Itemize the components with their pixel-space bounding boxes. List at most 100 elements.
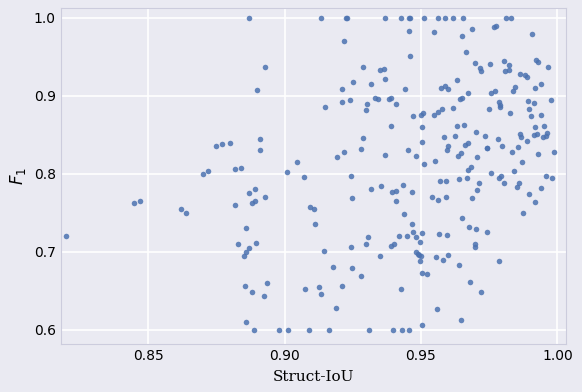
Point	[413, 251, 423, 258]
Point	[399, 211, 408, 218]
Point	[526, 113, 535, 120]
Point	[441, 82, 450, 89]
Point	[509, 168, 519, 174]
Point	[364, 327, 374, 333]
Point	[527, 31, 537, 38]
Point	[443, 143, 453, 149]
Point	[470, 60, 480, 67]
Point	[416, 258, 425, 264]
Point	[404, 15, 414, 21]
Point	[259, 293, 268, 299]
Point	[406, 53, 415, 59]
Point	[517, 134, 526, 140]
Point	[389, 241, 398, 247]
Point	[495, 102, 505, 108]
Point	[304, 327, 314, 333]
Point	[533, 131, 542, 137]
Point	[436, 85, 446, 91]
Point	[430, 158, 439, 164]
Point	[463, 140, 473, 147]
Point	[440, 15, 449, 21]
Point	[414, 252, 424, 258]
Point	[505, 67, 514, 73]
Point	[417, 270, 427, 276]
Point	[495, 175, 504, 181]
Point	[320, 103, 329, 110]
Point	[482, 145, 492, 151]
Point	[536, 185, 545, 191]
Point	[441, 178, 450, 184]
Point	[346, 173, 356, 179]
Point	[384, 96, 393, 102]
Point	[491, 23, 500, 29]
Point	[531, 56, 541, 63]
Point	[176, 206, 186, 212]
Point	[485, 61, 494, 67]
Point	[339, 149, 349, 155]
Point	[347, 195, 356, 201]
Point	[493, 136, 502, 142]
Point	[456, 317, 466, 323]
Point	[494, 99, 503, 105]
Point	[367, 81, 376, 87]
Point	[434, 197, 443, 203]
Point	[418, 230, 427, 236]
Point	[217, 141, 226, 147]
Point	[239, 252, 249, 259]
Point	[477, 68, 486, 74]
Point	[411, 249, 420, 255]
Point	[460, 122, 469, 128]
Point	[536, 80, 545, 87]
Point	[373, 96, 382, 102]
Point	[498, 143, 507, 149]
Point	[338, 99, 347, 105]
Point	[358, 134, 367, 141]
Point	[415, 238, 424, 245]
Point	[531, 199, 540, 205]
Point	[483, 229, 492, 235]
Point	[438, 256, 448, 263]
Point	[486, 90, 495, 96]
Point	[541, 173, 551, 180]
Point	[467, 195, 477, 201]
Point	[371, 95, 380, 102]
Point	[441, 194, 450, 200]
Point	[261, 194, 270, 200]
Point	[457, 150, 466, 156]
Point	[470, 244, 480, 250]
Point	[386, 95, 396, 102]
Point	[440, 134, 449, 140]
Point	[513, 183, 522, 190]
Point	[471, 129, 481, 136]
Point	[423, 271, 432, 277]
Point	[325, 327, 334, 333]
Point	[396, 15, 406, 21]
Point	[529, 132, 538, 138]
Point	[338, 283, 347, 290]
Point	[434, 231, 443, 237]
Point	[531, 85, 540, 92]
Point	[392, 187, 401, 194]
Point	[282, 169, 292, 175]
Point	[457, 215, 467, 221]
Point	[508, 149, 517, 155]
Point	[546, 97, 556, 103]
Point	[443, 252, 453, 258]
Point	[376, 182, 385, 189]
Point	[358, 64, 367, 70]
Point	[549, 149, 559, 156]
Point	[240, 283, 249, 289]
Point	[501, 15, 510, 21]
Point	[524, 106, 534, 112]
Point	[245, 15, 254, 21]
Point	[316, 291, 325, 297]
Point	[430, 29, 439, 35]
Point	[300, 286, 310, 292]
Point	[130, 200, 139, 207]
Point	[463, 174, 472, 181]
Point	[464, 167, 473, 173]
Point	[476, 65, 485, 72]
Point	[395, 233, 404, 240]
Point	[474, 180, 484, 186]
Point	[454, 261, 463, 268]
